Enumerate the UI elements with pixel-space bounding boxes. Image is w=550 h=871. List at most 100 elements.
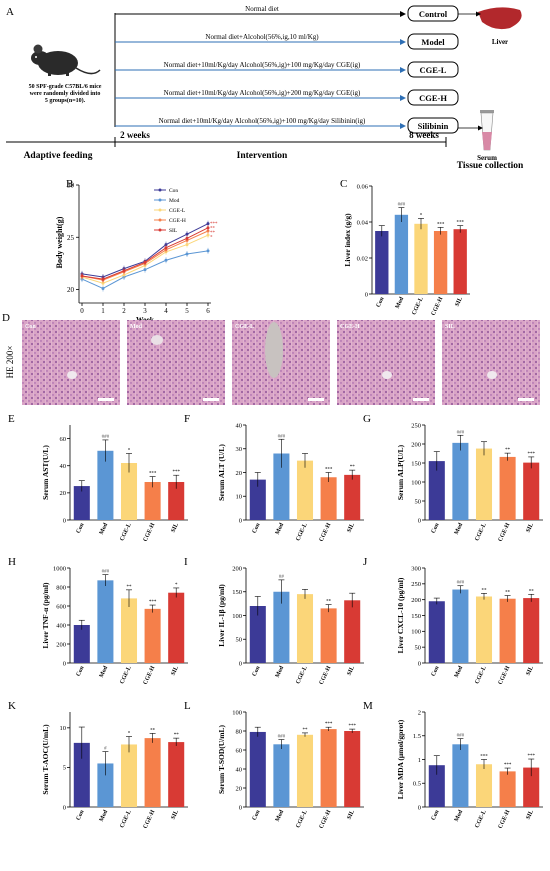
mice-text-3: 5 groups(n=10). xyxy=(45,97,86,104)
group-box-label: CGE-L xyxy=(420,65,447,75)
bar-SIL xyxy=(344,731,361,807)
y-axis-label: Liver IL-1β (pg/ml) xyxy=(217,584,226,647)
x-tick-label: Mod xyxy=(275,522,286,536)
group-box xyxy=(407,117,459,134)
y-tick-label: 0 xyxy=(239,804,242,811)
panel-label: E xyxy=(8,413,15,425)
x-tick-label: CGE-L xyxy=(295,809,308,829)
data-point xyxy=(122,269,126,273)
x-tick-label: Mod xyxy=(454,665,465,679)
bar-CGE-H xyxy=(144,608,161,663)
bar-Mod xyxy=(452,744,469,807)
y-tick-label: 250 xyxy=(411,581,421,588)
y-tick-label: 20 xyxy=(67,286,75,294)
y-axis-label: Serum AST(U/L) xyxy=(41,445,50,500)
x-tick-label: SIL xyxy=(346,809,356,820)
x-tick-label: CGE-H xyxy=(431,296,445,317)
legend-entry: CGE-H xyxy=(169,218,186,224)
data-point xyxy=(80,274,84,278)
y-tick-label: 50 xyxy=(236,637,243,644)
y-tick-label: 200 xyxy=(411,597,421,604)
bar-panel-J: J 0 50 100 150 200 250 300 Liver CXCL-10 (pg/ml)… xyxy=(363,556,543,686)
bar-CGE-L xyxy=(475,596,493,663)
panel-d-label: D xyxy=(2,312,10,324)
x-tick-label: CGE-L xyxy=(295,522,308,542)
data-point xyxy=(206,229,210,233)
bar-SIL xyxy=(168,592,185,663)
y-tick-label: 200 xyxy=(56,641,66,648)
y-tick-label: 20 xyxy=(60,490,67,497)
x-tick-label: CGE-H xyxy=(319,522,333,543)
panel-d: D HE 200× Con Mod CGE-L CGE-H SIL xyxy=(2,312,540,405)
y-axis-label: Liver TNF-α (pg/ml) xyxy=(41,582,50,648)
x-tick-label: 1 xyxy=(101,307,105,315)
y-tick-label: 40 xyxy=(236,422,243,429)
sig-marker: ### xyxy=(457,734,465,739)
y-tick-label: 100 xyxy=(411,629,421,636)
bar-SIL xyxy=(344,600,361,663)
x-tick-label: 3 xyxy=(143,307,147,315)
bar-CGE-L xyxy=(296,594,314,663)
bar-CGE-H xyxy=(499,598,516,663)
y-tick-label: 0.5 xyxy=(413,781,421,788)
sig-marker: *** xyxy=(172,470,180,475)
bar-panel-M: M 0 0.5 1 1.5 2 Liver MDA (μmol/gprot) Con ### Mo… xyxy=(363,700,543,830)
bar-Con xyxy=(73,742,90,807)
bar-Con xyxy=(73,625,90,663)
mouse-icon xyxy=(31,44,101,76)
panel-label: I xyxy=(184,556,188,568)
arms-group: Normal diet Normal diet+Alcohol(56%,ig,10… xyxy=(115,5,406,129)
y-tick-label: 60 xyxy=(236,747,243,754)
y-tick-label: 250 xyxy=(411,422,421,429)
legend-entry: CGE-L xyxy=(169,208,186,214)
group-box-label: Model xyxy=(421,37,445,47)
y-tick-label: 50 xyxy=(415,498,422,505)
data-point xyxy=(206,249,210,253)
sig-annotation: ** xyxy=(210,231,216,236)
legend-entry: SIL xyxy=(169,228,178,234)
y-axis-label: Serum ALP(U/L) xyxy=(396,444,405,500)
bar-Mod xyxy=(273,591,290,663)
x-tick-label: SIL xyxy=(525,809,535,820)
group-box-label: Control xyxy=(419,9,448,19)
sig-marker: *** xyxy=(527,452,535,457)
data-point xyxy=(206,233,210,237)
histology-image-CGE-L: CGE-L xyxy=(232,320,330,405)
data-point xyxy=(206,226,210,230)
sig-marker: * xyxy=(128,449,131,454)
y-tick-label: 0 xyxy=(418,660,421,667)
y-tick-label: 0.06 xyxy=(357,183,369,190)
phase-tissue-collection: Tissue collection xyxy=(457,161,524,171)
sig-marker: ### xyxy=(102,570,110,575)
x-tick-label: SIL xyxy=(170,809,180,820)
y-axis-label: Liver index (g/g) xyxy=(343,213,352,267)
serum-label: Serum xyxy=(477,154,497,162)
bar-panel-I: I 0 50 100 150 200 Liver IL-1β (pg/ml) Con ## Mod… xyxy=(184,556,364,686)
bar-SIL xyxy=(523,598,540,663)
bar-Mod xyxy=(97,580,114,663)
y-tick-label: 400 xyxy=(56,622,66,629)
y-tick-label: 50 xyxy=(415,644,422,651)
sig-marker: *** xyxy=(456,221,464,226)
sig-marker: *** xyxy=(480,755,488,760)
data-point xyxy=(206,222,210,226)
histology-label: Mod xyxy=(130,324,143,330)
x-tick-label: SIL xyxy=(346,522,356,533)
data-point xyxy=(185,252,189,256)
panel-a-label: A xyxy=(6,6,14,18)
bar-Con xyxy=(428,601,445,663)
y-tick-label: 0 xyxy=(418,517,421,524)
y-axis-label: Serum T-AOC(U/mL) xyxy=(41,724,50,795)
data-point xyxy=(185,232,189,236)
series-line-CGE-H xyxy=(81,230,209,281)
body-weight-chart: 20 25 30 0 1 2 3 4 5 6 Week Body weight(g) Con Mod CGE… xyxy=(55,182,218,325)
data-point xyxy=(185,236,189,240)
group-box xyxy=(407,89,459,106)
bar-SIL xyxy=(344,474,361,520)
x-tick-label: Con xyxy=(376,296,386,309)
sig-annotation: *** xyxy=(210,222,218,227)
sig-marker: ### xyxy=(278,735,286,740)
y-axis-label: Serum ALT (U/L) xyxy=(217,444,226,501)
data-point xyxy=(101,277,105,281)
